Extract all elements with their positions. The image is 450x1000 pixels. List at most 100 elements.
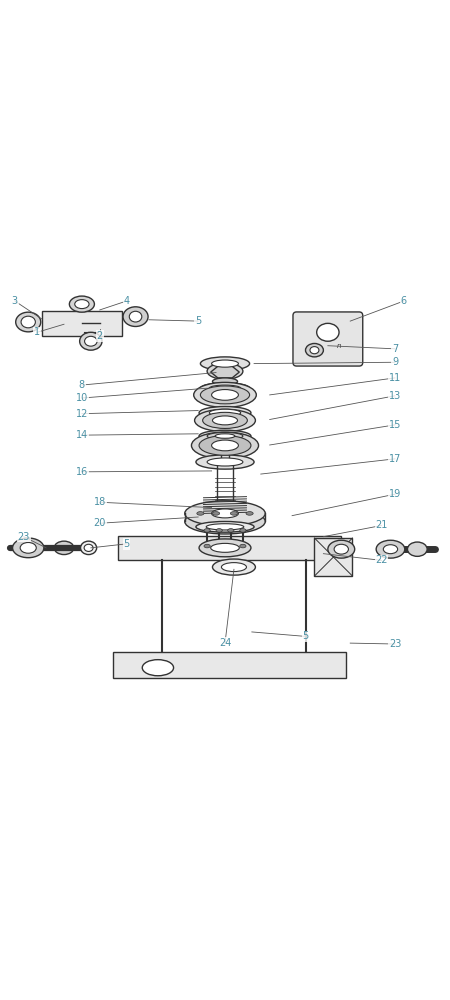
Ellipse shape — [199, 430, 251, 442]
Text: 2: 2 — [97, 331, 103, 341]
Text: 20: 20 — [94, 518, 106, 528]
Ellipse shape — [185, 509, 265, 534]
Ellipse shape — [207, 432, 243, 440]
Ellipse shape — [310, 347, 319, 354]
Text: 5: 5 — [123, 539, 130, 549]
Ellipse shape — [211, 505, 239, 514]
Text: 5: 5 — [302, 631, 309, 641]
Text: 12: 12 — [76, 409, 88, 419]
Ellipse shape — [20, 542, 36, 553]
Ellipse shape — [200, 383, 250, 394]
Ellipse shape — [246, 512, 253, 515]
Ellipse shape — [16, 312, 41, 332]
Ellipse shape — [216, 529, 222, 532]
Ellipse shape — [334, 544, 348, 554]
Ellipse shape — [80, 332, 102, 350]
Polygon shape — [211, 366, 239, 378]
Ellipse shape — [199, 436, 251, 455]
Ellipse shape — [69, 296, 94, 312]
Text: 4: 4 — [124, 296, 130, 306]
Ellipse shape — [199, 407, 251, 419]
Ellipse shape — [200, 386, 250, 404]
Ellipse shape — [212, 512, 220, 515]
Ellipse shape — [383, 545, 398, 554]
Ellipse shape — [85, 336, 97, 346]
Text: 23: 23 — [18, 532, 30, 542]
Ellipse shape — [142, 660, 174, 676]
Text: 11: 11 — [389, 373, 401, 383]
Ellipse shape — [204, 544, 210, 548]
Ellipse shape — [212, 416, 238, 425]
Text: n: n — [337, 343, 341, 349]
Text: 15: 15 — [389, 420, 401, 430]
FancyBboxPatch shape — [117, 536, 341, 560]
FancyBboxPatch shape — [113, 652, 346, 678]
Ellipse shape — [212, 360, 239, 367]
Ellipse shape — [196, 455, 254, 469]
Ellipse shape — [54, 541, 74, 555]
Ellipse shape — [328, 540, 355, 558]
Ellipse shape — [185, 501, 265, 526]
Text: 16: 16 — [76, 467, 88, 477]
Ellipse shape — [240, 529, 246, 532]
Text: 3: 3 — [12, 296, 18, 306]
Ellipse shape — [200, 357, 250, 370]
Ellipse shape — [376, 540, 405, 558]
Ellipse shape — [317, 323, 339, 341]
Text: 5: 5 — [195, 316, 201, 326]
Ellipse shape — [209, 385, 241, 391]
Ellipse shape — [21, 316, 36, 328]
Ellipse shape — [207, 458, 243, 466]
Ellipse shape — [199, 539, 251, 557]
Ellipse shape — [13, 538, 44, 558]
Text: 19: 19 — [389, 489, 401, 499]
Ellipse shape — [196, 521, 254, 532]
Text: 7: 7 — [392, 344, 398, 354]
Text: 17: 17 — [389, 454, 401, 464]
Ellipse shape — [209, 409, 241, 416]
Text: 10: 10 — [76, 393, 88, 403]
Text: 9: 9 — [392, 357, 398, 367]
Text: 6: 6 — [401, 296, 407, 306]
Text: 21: 21 — [375, 520, 388, 530]
Ellipse shape — [215, 434, 235, 438]
Ellipse shape — [306, 343, 324, 357]
Ellipse shape — [84, 544, 93, 551]
FancyBboxPatch shape — [42, 311, 122, 336]
Ellipse shape — [212, 559, 256, 575]
Ellipse shape — [228, 544, 234, 548]
Ellipse shape — [407, 542, 427, 556]
Ellipse shape — [129, 311, 142, 322]
Ellipse shape — [211, 543, 239, 552]
FancyBboxPatch shape — [315, 538, 352, 576]
Ellipse shape — [212, 378, 238, 385]
Ellipse shape — [216, 544, 222, 548]
Ellipse shape — [204, 529, 210, 532]
Ellipse shape — [191, 432, 259, 459]
Text: 13: 13 — [389, 391, 401, 401]
Ellipse shape — [81, 541, 97, 555]
Ellipse shape — [240, 544, 246, 548]
Ellipse shape — [194, 409, 256, 432]
Ellipse shape — [206, 524, 244, 530]
Ellipse shape — [202, 412, 248, 428]
Text: 1: 1 — [34, 327, 40, 337]
Ellipse shape — [230, 512, 238, 515]
Ellipse shape — [212, 440, 239, 451]
Text: 14: 14 — [76, 430, 88, 440]
Text: 23: 23 — [389, 639, 401, 649]
Ellipse shape — [221, 563, 247, 572]
Text: 18: 18 — [94, 497, 106, 507]
Text: 22: 22 — [375, 555, 388, 565]
Text: 8: 8 — [79, 380, 85, 390]
Ellipse shape — [212, 390, 239, 400]
Polygon shape — [127, 309, 144, 324]
Ellipse shape — [75, 300, 89, 309]
FancyBboxPatch shape — [293, 312, 363, 366]
Ellipse shape — [212, 509, 239, 518]
Ellipse shape — [197, 512, 204, 515]
Ellipse shape — [194, 382, 256, 407]
Ellipse shape — [207, 363, 243, 379]
Text: 24: 24 — [219, 638, 231, 648]
Ellipse shape — [228, 529, 234, 532]
